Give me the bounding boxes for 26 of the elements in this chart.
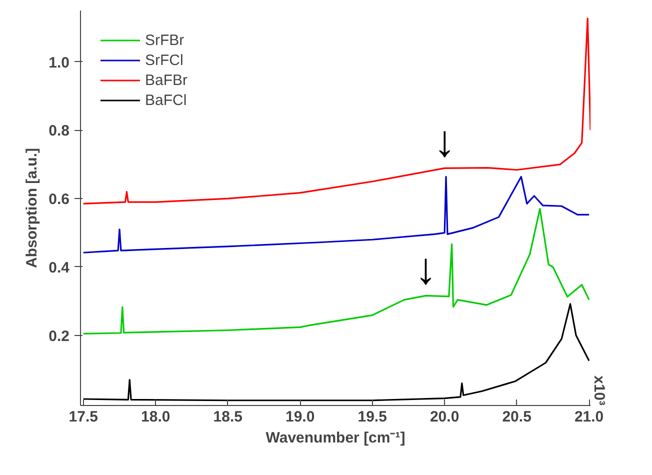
y-axis-title: Absorption [a.u.] [24,148,41,268]
y-tick-label: 0.4 [48,259,70,276]
y-tick-label: 1.0 [48,54,70,72]
line-series [82,18,590,205]
x-tick-label: 21.0 [574,408,604,426]
line-series [82,303,590,402]
x-tick-label: 19.5 [358,408,387,426]
annotation: ↓ [414,244,437,294]
line-series [82,176,590,254]
line-series [82,208,590,334]
y-tick-label: 0.2 [48,328,70,345]
legend-label: SrFBr [145,32,184,48]
y-tick-label: 0.8 [48,122,70,140]
y-tick-label: 0.6 [48,191,70,208]
x-tick-label: 18.5 [213,408,242,426]
x-axis-title: Wavenumber [cm⁻¹] [266,430,406,446]
legend-label: BaFBr [145,72,188,88]
x-tick-label: 17.5 [68,408,98,426]
x-tick-label: 20.5 [502,408,532,426]
x-tick-label: 20.0 [430,408,460,426]
annotation: ↓ [434,116,456,166]
x-tick-label: 18.0 [141,408,170,426]
legend-label: SrFCl [145,52,184,68]
annotation: x10³ [590,375,608,406]
x-tick-label: 19.0 [286,408,315,426]
legend-label: BaFCl [145,92,187,108]
